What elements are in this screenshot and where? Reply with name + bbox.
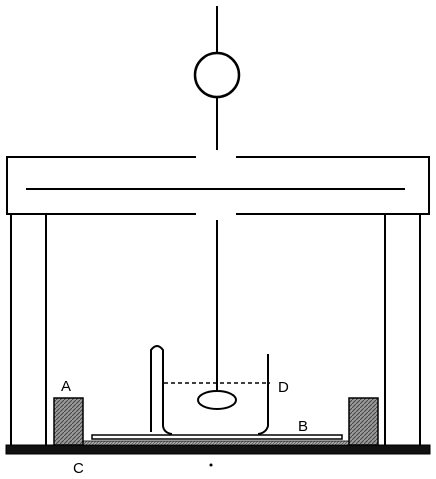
small-dot [209,463,213,467]
label-b: B [298,418,308,435]
base-plate [5,444,431,455]
hanging-pan [197,390,237,410]
right-tube [257,354,269,435]
suspended-ball [193,51,241,99]
beam-slot [196,150,236,220]
block-a [53,397,84,446]
base-layer [55,440,379,446]
plate-b [91,434,343,440]
label-c: C [73,460,84,477]
left-tube [150,345,173,435]
frame-leg-right [384,213,421,449]
label-a: A [61,378,71,395]
block-right [348,397,379,446]
label-d: D [278,379,289,396]
frame-leg-left [10,213,47,449]
